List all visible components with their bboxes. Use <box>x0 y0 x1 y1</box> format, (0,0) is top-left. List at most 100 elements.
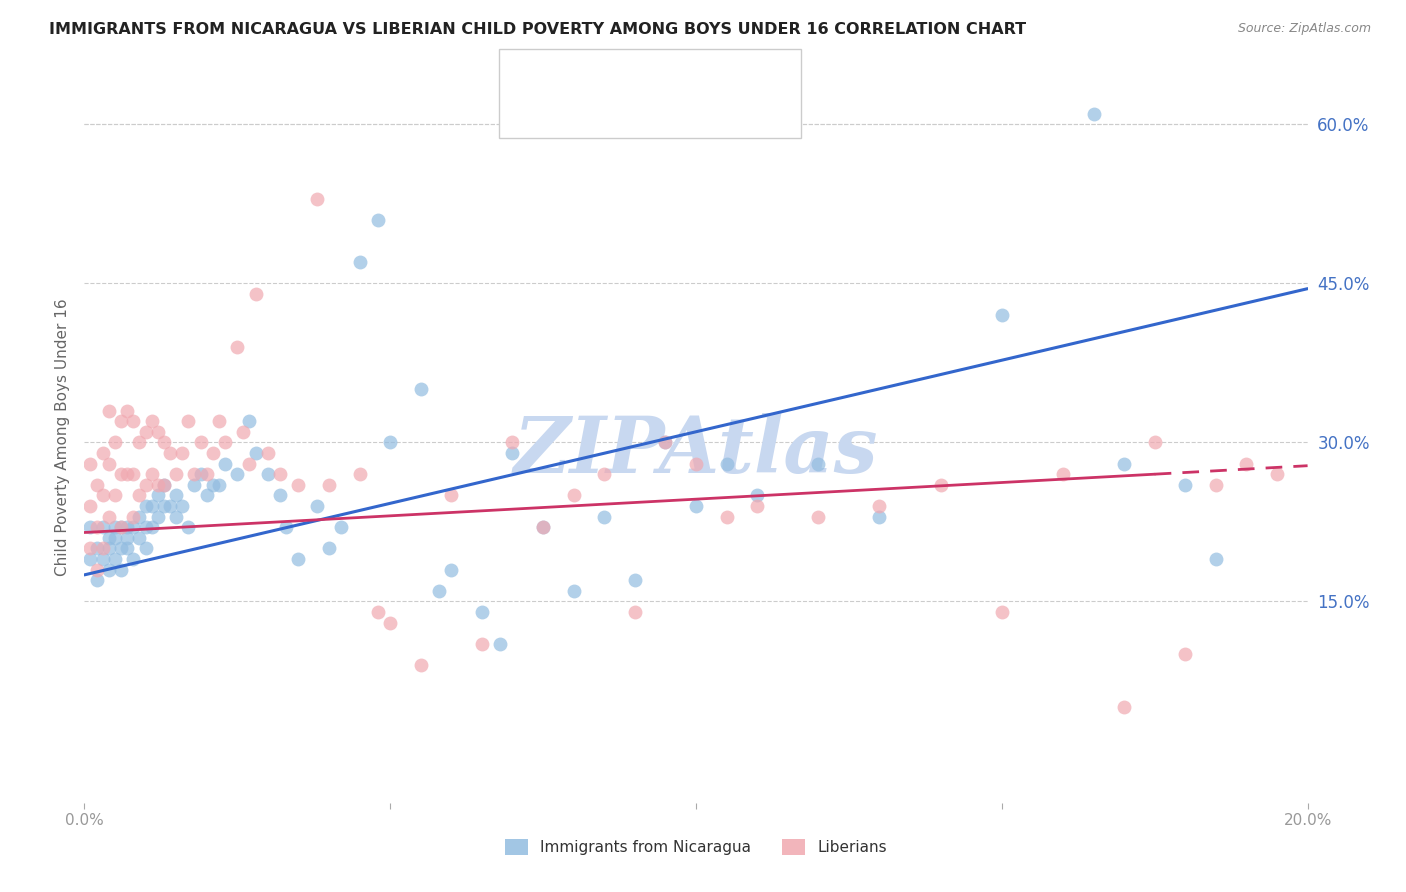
Text: N = 77: N = 77 <box>661 104 723 122</box>
Text: IMMIGRANTS FROM NICARAGUA VS LIBERIAN CHILD POVERTY AMONG BOYS UNDER 16 CORRELAT: IMMIGRANTS FROM NICARAGUA VS LIBERIAN CH… <box>49 22 1026 37</box>
Point <box>135 477 157 491</box>
Point <box>110 541 132 556</box>
Point <box>349 255 371 269</box>
Point <box>79 499 101 513</box>
Point <box>183 477 205 491</box>
Point <box>141 520 163 534</box>
Point <box>471 637 494 651</box>
Point <box>1205 552 1227 566</box>
Point <box>110 520 132 534</box>
Point <box>104 435 127 450</box>
Point <box>1236 457 1258 471</box>
Point <box>654 435 676 450</box>
Point <box>122 509 145 524</box>
Point <box>502 435 524 450</box>
Point <box>349 467 371 482</box>
Text: N = 76: N = 76 <box>661 69 723 87</box>
Point <box>104 531 127 545</box>
Point <box>716 509 738 524</box>
Point <box>159 446 181 460</box>
Point <box>153 477 176 491</box>
Point <box>91 541 114 556</box>
Point <box>115 467 138 482</box>
Text: R = 0.396: R = 0.396 <box>553 69 636 87</box>
Point <box>440 563 463 577</box>
Point <box>807 457 830 471</box>
Point <box>502 446 524 460</box>
Point <box>128 488 150 502</box>
Point <box>991 308 1014 322</box>
Point <box>305 192 328 206</box>
Point <box>146 509 169 524</box>
Point <box>141 467 163 482</box>
Point <box>624 605 647 619</box>
Text: R = 0.103: R = 0.103 <box>553 104 636 122</box>
Point <box>1143 435 1166 450</box>
Point <box>115 403 138 417</box>
Point <box>380 615 402 630</box>
Point <box>97 457 120 471</box>
Point <box>86 573 108 587</box>
Point <box>91 552 114 566</box>
Point <box>104 552 127 566</box>
Point <box>128 509 150 524</box>
Point <box>153 499 176 513</box>
Point <box>115 531 138 545</box>
Point <box>1083 107 1105 121</box>
Point <box>489 637 512 651</box>
Point <box>190 435 212 450</box>
Point <box>869 509 891 524</box>
Point <box>122 520 145 534</box>
Point <box>716 457 738 471</box>
Point <box>807 509 830 524</box>
Point <box>257 467 280 482</box>
Point <box>86 563 108 577</box>
Point <box>115 541 138 556</box>
Point <box>318 541 340 556</box>
Legend: Immigrants from Nicaragua, Liberians: Immigrants from Nicaragua, Liberians <box>499 833 893 861</box>
Point <box>141 414 163 428</box>
Point <box>91 488 114 502</box>
Point <box>1052 467 1074 482</box>
Point <box>409 658 432 673</box>
Point <box>380 435 402 450</box>
Point <box>257 446 280 460</box>
Point <box>531 520 554 534</box>
Point <box>245 446 267 460</box>
Point <box>153 435 176 450</box>
Point <box>367 212 389 227</box>
Point <box>135 425 157 439</box>
Point <box>276 520 298 534</box>
Point <box>122 467 145 482</box>
Point <box>141 499 163 513</box>
Point <box>232 425 254 439</box>
Text: Source: ZipAtlas.com: Source: ZipAtlas.com <box>1237 22 1371 36</box>
Point <box>593 467 616 482</box>
Point <box>128 531 150 545</box>
Point <box>1174 648 1197 662</box>
Point <box>153 477 176 491</box>
Point <box>165 509 187 524</box>
Point <box>97 403 120 417</box>
Point <box>208 414 231 428</box>
Point <box>201 477 224 491</box>
Point <box>238 414 260 428</box>
Point <box>115 520 138 534</box>
Point <box>79 457 101 471</box>
Point <box>122 552 145 566</box>
Point <box>146 477 169 491</box>
Point <box>1174 477 1197 491</box>
Point <box>685 457 707 471</box>
Point <box>214 457 236 471</box>
Point <box>593 509 616 524</box>
Point <box>654 435 676 450</box>
Point <box>110 414 132 428</box>
Point <box>135 520 157 534</box>
Point <box>624 573 647 587</box>
Point <box>195 467 218 482</box>
Point <box>177 520 200 534</box>
Point <box>91 520 114 534</box>
Point <box>110 520 132 534</box>
Point <box>226 340 249 354</box>
Point <box>531 520 554 534</box>
